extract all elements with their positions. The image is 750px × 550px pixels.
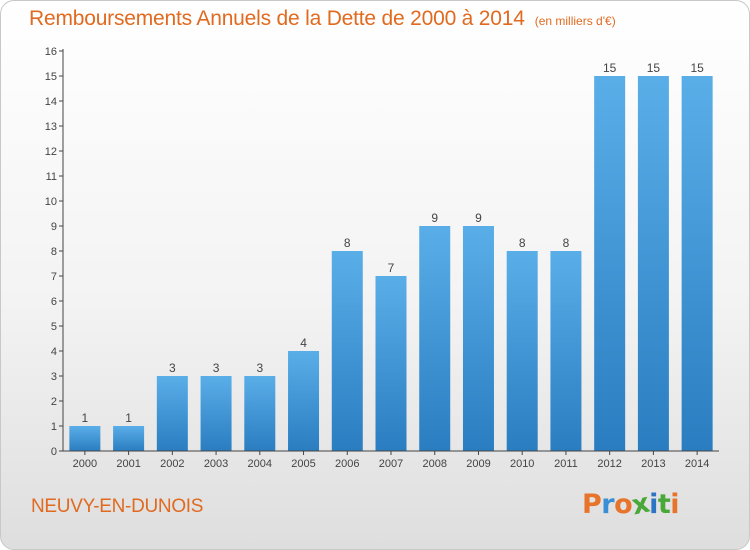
data-label-2008: 9: [431, 211, 438, 225]
x-tick-label: 2013: [641, 458, 665, 470]
bars: [69, 76, 713, 451]
bar-2007: [375, 276, 407, 451]
y-tick-label: 8: [51, 246, 57, 258]
x-tick-label: 2008: [422, 458, 446, 470]
y-tick-label: 15: [45, 71, 57, 83]
y-tick-label: 13: [45, 121, 57, 133]
bar-2009: [462, 226, 494, 451]
bar-2006: [331, 251, 363, 451]
x-tick-label: 2014: [685, 458, 709, 470]
bar-2005: [288, 351, 320, 451]
y-tick-label: 0: [51, 446, 57, 458]
data-label-2007: 7: [388, 261, 395, 275]
bar-2011: [550, 251, 582, 451]
chart-title: Remboursements Annuels de la Dette de 20…: [29, 7, 525, 30]
x-tick-label: 2011: [554, 458, 578, 470]
bar-2004: [244, 376, 276, 451]
x-tick-label: 2010: [510, 458, 534, 470]
bar-2013: [637, 76, 669, 451]
bar-2012: [594, 76, 626, 451]
bar-2001: [113, 426, 145, 451]
data-label-2012: 15: [603, 61, 617, 75]
data-label-2000: 1: [82, 411, 89, 425]
data-label-2013: 15: [647, 61, 661, 75]
x-tick-label: 2002: [160, 458, 184, 470]
x-tick-label: 2006: [335, 458, 359, 470]
data-label-2011: 8: [563, 236, 570, 250]
bar-2010: [506, 251, 538, 451]
y-tick-label: 16: [45, 46, 57, 58]
logo-letter: i: [670, 489, 680, 520]
logo-letter: P: [582, 489, 602, 520]
data-labels: 1 1 3 3 3 4 8 7 9 9 8 8 15 15 15: [82, 61, 705, 425]
y-tick-label: 11: [46, 171, 57, 183]
chart-unit-note: (en milliers d'€): [534, 14, 616, 28]
data-label-2009: 9: [475, 211, 482, 225]
x-tick-label: 2007: [379, 458, 403, 470]
x-tick-label: 2000: [73, 458, 97, 470]
x-tick-label: 2012: [597, 458, 621, 470]
data-label-2003: 3: [213, 361, 220, 375]
bar-2008: [419, 226, 451, 451]
logo-letter: i: [649, 489, 658, 520]
logo-letter: r: [601, 489, 615, 520]
bar-2003: [200, 376, 232, 451]
commune-name: NEUVY-EN-DUNOIS: [31, 496, 204, 517]
logo-letter: t: [657, 489, 671, 520]
bar-2000: [69, 426, 101, 451]
data-label-2004: 3: [256, 361, 263, 375]
y-tick-label: 2: [51, 396, 57, 408]
x-tick-label: 2005: [291, 458, 315, 470]
y-tick-label: 3: [51, 371, 57, 383]
x-tick-label: 2001: [116, 458, 140, 470]
data-label-2010: 8: [519, 236, 526, 250]
y-tick-label: 6: [51, 296, 57, 308]
bar-2002: [156, 376, 188, 451]
chart-title-row: Remboursements Annuels de la Dette de 20…: [29, 7, 616, 31]
data-label-2014: 15: [690, 61, 704, 75]
y-tick-label: 9: [51, 221, 57, 233]
data-label-2001: 1: [125, 411, 132, 425]
data-label-2005: 4: [300, 336, 307, 350]
x-tick-label: 2004: [248, 458, 272, 470]
y-tick-label: 12: [45, 146, 57, 158]
x-axis: 2000 2001 2002 2003 2004 2005 2006 2007 2008 2009…: [63, 450, 719, 470]
x-tick-label: 2009: [466, 458, 490, 470]
data-label-2006: 8: [344, 236, 351, 250]
y-tick-label: 7: [51, 271, 57, 283]
y-tick-label: 10: [45, 196, 57, 208]
y-tick-label: 5: [51, 321, 57, 333]
proxiti-logo: Proxiti: [582, 488, 680, 522]
bar-2014: [681, 76, 713, 451]
y-tick-label: 4: [51, 346, 57, 358]
x-tick-label: 2003: [204, 458, 228, 470]
y-tick-label: 14: [45, 96, 57, 108]
logo-letter: o: [614, 489, 633, 520]
y-tick-label: 1: [51, 421, 57, 433]
data-label-2002: 3: [169, 361, 176, 375]
